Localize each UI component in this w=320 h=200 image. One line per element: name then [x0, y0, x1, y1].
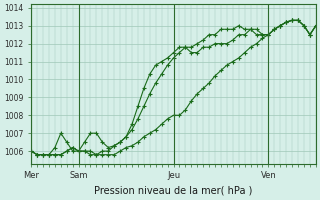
- X-axis label: Pression niveau de la mer( hPa ): Pression niveau de la mer( hPa ): [94, 186, 253, 196]
